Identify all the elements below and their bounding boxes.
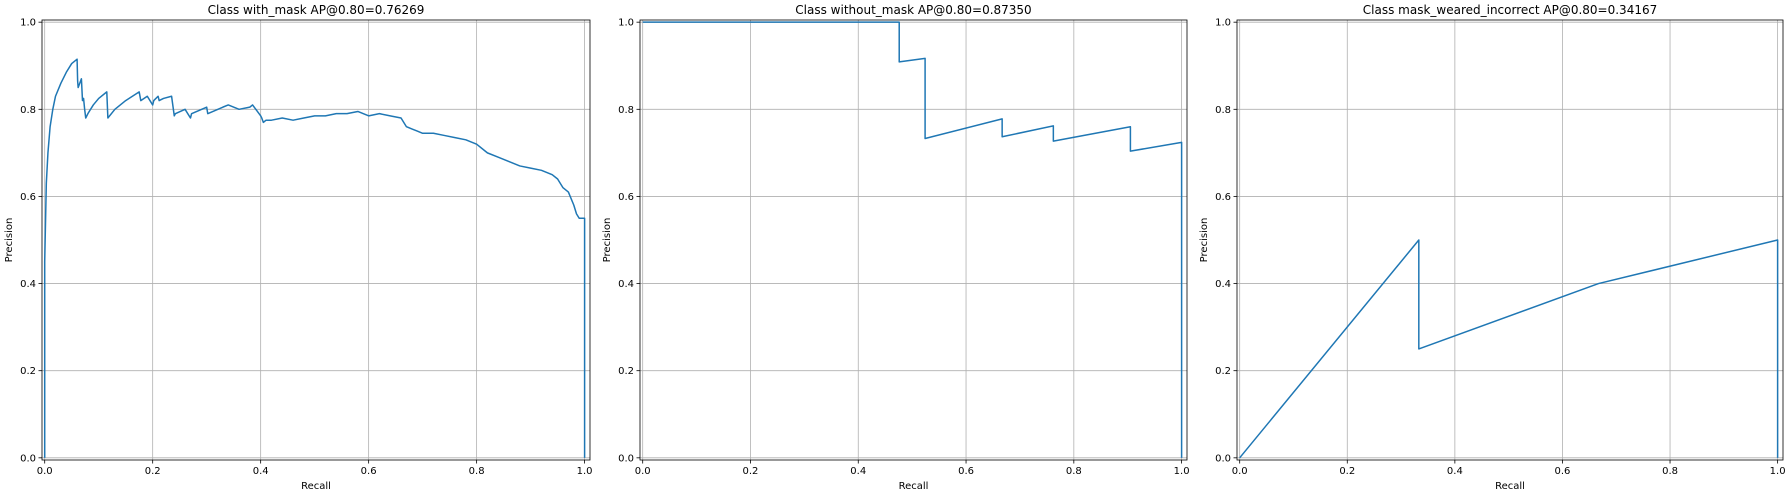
x-axis-label: Recall: [899, 481, 929, 492]
y-axis-label: Precision: [4, 218, 15, 263]
y-tick-label: 1.0: [20, 18, 36, 29]
y-tick-label: 1.0: [618, 18, 634, 29]
y-tick-label: 0.0: [1215, 453, 1231, 464]
y-axis-label: Precision: [1199, 218, 1210, 263]
y-tick-label: 0.8: [20, 105, 36, 116]
precision-recall-curve: [43, 58, 586, 458]
y-tick-label: 1.0: [1215, 18, 1231, 29]
y-tick-label: 0.2: [618, 366, 634, 377]
x-tick-label: 0.4: [253, 466, 269, 477]
x-tick-label: 0.0: [37, 466, 53, 477]
chart-title: Class with_mask AP@0.80=0.76269: [208, 3, 425, 17]
y-tick-label: 0.4: [618, 279, 634, 290]
x-tick-label: 0.4: [1447, 466, 1463, 477]
x-tick-label: 1.0: [577, 466, 593, 477]
y-tick-label: 0.2: [1215, 366, 1231, 377]
x-axis-label: Recall: [1495, 481, 1525, 492]
chart-panel-1: 0.0 0.2 0.4 0.6 0.8 1.0 0.0 0.2 0.4 0.6 0.8 1.0 Clas…: [4, 3, 593, 492]
x-tick-label: 0.2: [1339, 466, 1355, 477]
axes-frame: [639, 19, 1188, 461]
x-tick-label: 0.2: [145, 466, 161, 477]
chart-title: Class without_mask AP@0.80=0.87350: [795, 3, 1031, 17]
y-tick-label: 0.4: [20, 279, 36, 290]
x-tick-label: 0.0: [635, 466, 651, 477]
x-tick-label: 0.6: [1554, 466, 1570, 477]
y-tick-label: 0.6: [20, 192, 36, 203]
y-tick-label: 0.2: [20, 366, 36, 377]
x-tick-label: 1.0: [1174, 466, 1190, 477]
x-tick-label: 0.8: [1066, 466, 1082, 477]
y-tick-label: 0.6: [1215, 192, 1231, 203]
y-tick-label: 0.8: [618, 105, 634, 116]
x-tick-label: 0.4: [850, 466, 866, 477]
precision-recall-curve: [642, 21, 1183, 458]
chart-panel-3: 0.0 0.2 0.4 0.6 0.8 1.0 0.0 0.2 0.4 0.6 0.8 1.0 Clas…: [1199, 3, 1786, 492]
y-tick-label: 0.0: [20, 453, 36, 464]
chart-title: Class mask_weared_incorrect AP@0.80=0.34…: [1363, 3, 1657, 17]
y-tick-label: 0.0: [618, 453, 634, 464]
y-tick-label: 0.8: [1215, 105, 1231, 116]
y-tick-label: 0.4: [1215, 279, 1231, 290]
y-axis-label: Precision: [602, 218, 613, 263]
x-tick-label: 0.0: [1232, 466, 1248, 477]
x-tick-label: 0.8: [469, 466, 485, 477]
x-tick-label: 0.8: [1662, 466, 1678, 477]
y-tick-label: 0.6: [618, 192, 634, 203]
chart-panel-2: 0.0 0.2 0.4 0.6 0.8 1.0 0.0 0.2 0.4 0.6 0.8 1.0 Clas…: [602, 3, 1190, 492]
axes-frame: [1236, 19, 1784, 461]
x-tick-label: 1.0: [1770, 466, 1786, 477]
x-tick-label: 0.6: [958, 466, 974, 477]
precision-recall-curve: [1239, 239, 1779, 459]
x-tick-label: 0.6: [361, 466, 377, 477]
x-tick-label: 0.2: [743, 466, 759, 477]
axes-frame: [41, 19, 591, 461]
x-axis-label: Recall: [301, 481, 331, 492]
